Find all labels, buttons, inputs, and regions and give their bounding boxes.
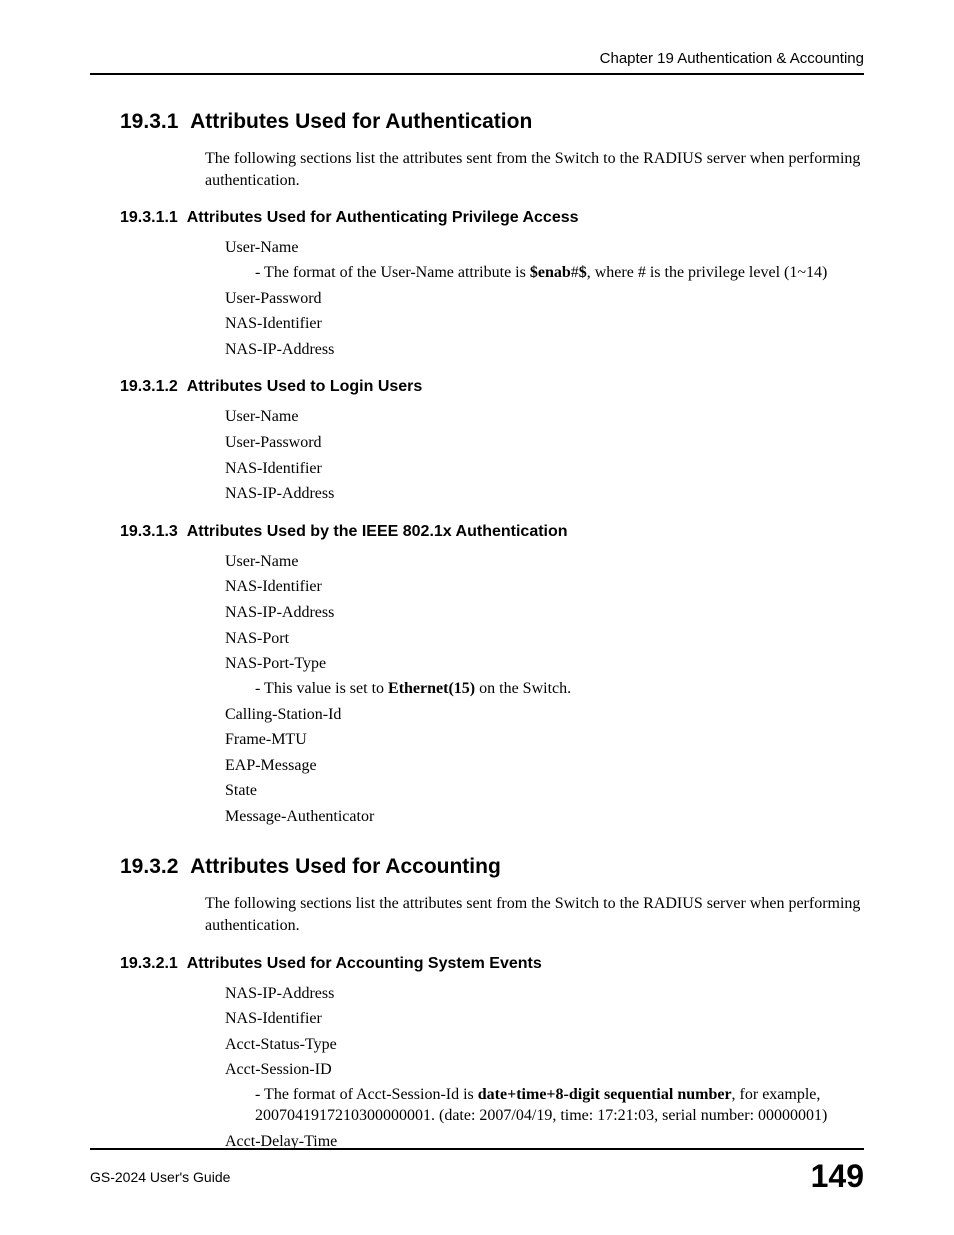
attr-item: NAS-IP-Address (225, 339, 864, 361)
attr-item: NAS-IP-Address (225, 602, 864, 624)
attr-item: User-Password (225, 288, 864, 310)
attr-item: NAS-Port (225, 628, 864, 650)
attr-item: Message-Authenticator (225, 806, 864, 828)
attr-item: NAS-Port-Type (225, 653, 864, 675)
subsection-num: 19.3.1.3 (120, 523, 178, 540)
attr-note: - This value is set to Ethernet(15) on t… (255, 679, 864, 700)
attr-list: NAS-IP-Address NAS-Identifier Acct-Statu… (225, 983, 864, 1153)
attr-list: User-Name User-Password NAS-Identifier N… (225, 406, 864, 504)
attr-item: NAS-IP-Address (225, 983, 864, 1005)
attr-list: User-Name - The format of the User-Name … (225, 237, 864, 360)
attr-item: User-Name (225, 237, 864, 259)
attr-item: User-Password (225, 432, 864, 454)
subsection-heading: 19.3.1.2 Attributes Used to Login Users (120, 378, 864, 396)
attr-item: User-Name (225, 406, 864, 428)
subsection-title: Attributes Used by the IEEE 802.1x Authe… (187, 523, 568, 540)
subsection-title: Attributes Used for Authenticating Privi… (187, 209, 579, 226)
section-title: Attributes Used for Authentication (190, 110, 532, 133)
attr-note: - The format of Acct-Session-Id is date+… (255, 1085, 864, 1127)
attr-item: NAS-Identifier (225, 313, 864, 335)
attr-item: NAS-Identifier (225, 1008, 864, 1030)
subsection-num: 19.3.1.2 (120, 378, 178, 395)
attr-item: NAS-Identifier (225, 576, 864, 598)
attr-item: EAP-Message (225, 755, 864, 777)
subsection-title: Attributes Used to Login Users (187, 378, 423, 395)
page-footer: GS-2024 User's Guide 149 (90, 1148, 864, 1195)
subsection-heading: 19.3.1.3 Attributes Used by the IEEE 802… (120, 523, 864, 541)
page-number: 149 (811, 1158, 864, 1195)
attr-item: Acct-Session-ID (225, 1059, 864, 1081)
section-intro: The following sections list the attribut… (205, 893, 864, 936)
attr-list: User-Name NAS-Identifier NAS-IP-Address … (225, 551, 864, 828)
attr-item: State (225, 780, 864, 802)
attr-item: User-Name (225, 551, 864, 573)
attr-note: - The format of the User-Name attribute … (255, 263, 864, 284)
attr-item: Frame-MTU (225, 729, 864, 751)
attr-item: Acct-Status-Type (225, 1034, 864, 1056)
section-title: Attributes Used for Accounting (190, 855, 501, 878)
subsection-num: 19.3.1.1 (120, 209, 178, 226)
attr-item: Calling-Station-Id (225, 704, 864, 726)
subsection-heading: 19.3.1.1 Attributes Used for Authenticat… (120, 209, 864, 227)
footer-guide: GS-2024 User's Guide (90, 1169, 230, 1185)
subsection-title: Attributes Used for Accounting System Ev… (187, 955, 542, 972)
section-heading: 19.3.2 Attributes Used for Accounting (120, 855, 864, 879)
section-num: 19.3.1 (120, 110, 178, 133)
attr-item: NAS-Identifier (225, 458, 864, 480)
section-intro: The following sections list the attribut… (205, 148, 864, 191)
section-num: 19.3.2 (120, 855, 178, 878)
subsection-heading: 19.3.2.1 Attributes Used for Accounting … (120, 955, 864, 973)
section-heading: 19.3.1 Attributes Used for Authenticatio… (120, 110, 864, 134)
attr-item: NAS-IP-Address (225, 483, 864, 505)
page-header: Chapter 19 Authentication & Accounting (90, 50, 864, 75)
subsection-num: 19.3.2.1 (120, 955, 178, 972)
